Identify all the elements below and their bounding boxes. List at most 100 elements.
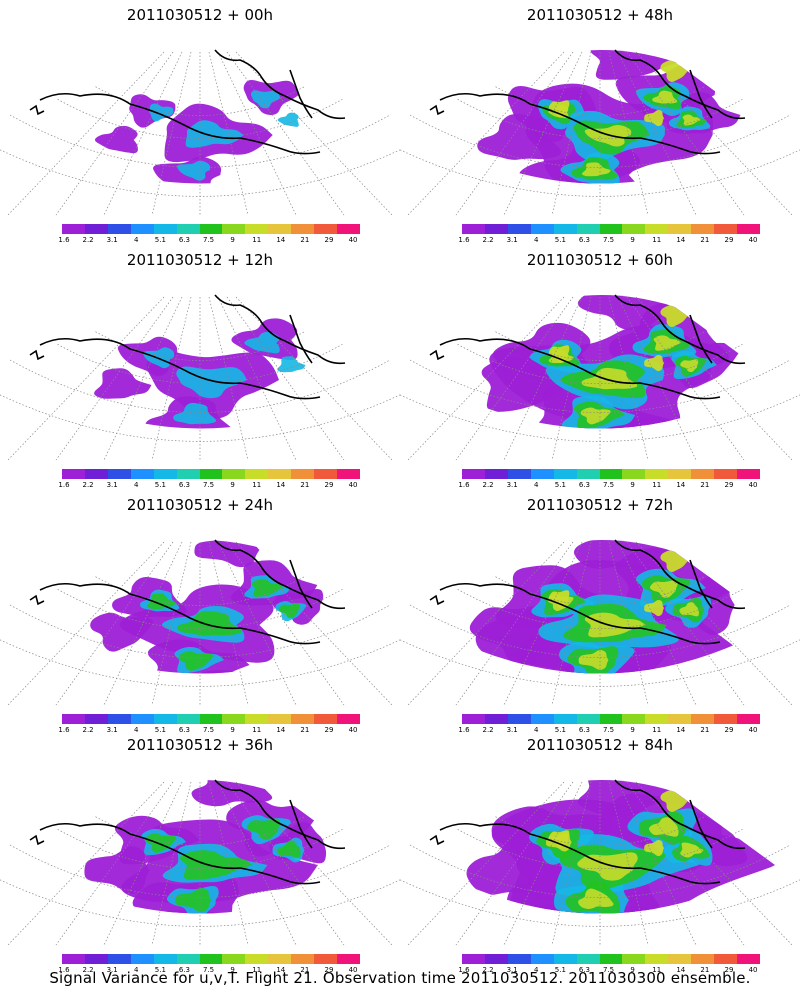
colorbar-tick-label: 40 bbox=[348, 726, 358, 734]
variance-core bbox=[173, 402, 217, 425]
colorbar-swatch bbox=[199, 714, 223, 724]
colorbar-swatch bbox=[84, 954, 108, 964]
colorbar-tick-label: 29 bbox=[324, 966, 334, 974]
colorbar-swatch bbox=[484, 469, 508, 479]
colorbar-swatch bbox=[337, 224, 360, 234]
colorbar-tick-label: 7.5 bbox=[602, 726, 615, 734]
colorbar-tick-label: 29 bbox=[724, 236, 734, 244]
polar-map bbox=[0, 49, 400, 216]
colorbar-tick-label: 5.1 bbox=[554, 726, 566, 734]
colorbar-tick-label: 1.6 bbox=[458, 966, 470, 974]
variance-core bbox=[277, 356, 306, 373]
colorbar bbox=[462, 469, 760, 479]
colorbar-swatch bbox=[737, 954, 760, 964]
variance-field bbox=[477, 50, 741, 184]
colorbar-tick-label: 6.3 bbox=[178, 481, 191, 489]
colorbar-swatch bbox=[622, 224, 646, 234]
variance-region bbox=[477, 113, 562, 160]
variance-region bbox=[191, 780, 273, 807]
colorbar-swatch bbox=[576, 714, 600, 724]
colorbar-tick-label: 3.1 bbox=[106, 481, 118, 489]
colorbar-labels: 1.6 2.2 3.1 4 5.1 6.3 7.5 9 11 14 21 29 40 bbox=[458, 966, 760, 976]
colorbar-swatch bbox=[645, 224, 669, 234]
variance-region bbox=[84, 846, 150, 894]
colorbar-swatch bbox=[222, 224, 246, 234]
colorbar bbox=[462, 954, 760, 964]
colorbar-swatch bbox=[130, 714, 154, 724]
colorbar-swatch bbox=[199, 224, 223, 234]
colorbar-swatch bbox=[337, 714, 360, 724]
variance-region bbox=[481, 358, 575, 412]
colorbar-tick-label: 7.5 bbox=[202, 726, 215, 734]
colorbar-swatch bbox=[668, 714, 692, 724]
colorbar-tick-label: 6.3 bbox=[178, 726, 191, 734]
colorbar-swatch bbox=[691, 954, 715, 964]
colorbar-labels: 1.6 2.2 3.1 4 5.1 6.3 7.5 9 11 14 21 29 40 bbox=[58, 481, 360, 491]
colorbar-tick-label: 40 bbox=[748, 726, 758, 734]
colorbar-swatch bbox=[153, 714, 177, 724]
variance-region bbox=[512, 904, 743, 914]
colorbar-swatch bbox=[507, 224, 531, 234]
colorbar-tick-label: 6.3 bbox=[578, 236, 591, 244]
variance-field bbox=[469, 540, 747, 674]
colorbar-swatch bbox=[645, 954, 669, 964]
polar-map bbox=[0, 294, 400, 461]
colorbar-swatch bbox=[176, 714, 200, 724]
colorbar-tick-label: 3.1 bbox=[506, 236, 518, 244]
colorbar-tick-label: 21 bbox=[300, 481, 310, 489]
panel-title: 2011030512 + 84h bbox=[526, 736, 674, 754]
variance-peak bbox=[548, 345, 570, 363]
colorbar-tick-label: 11 bbox=[252, 726, 262, 734]
colorbar-tick-label: 21 bbox=[700, 481, 710, 489]
colorbar-swatch bbox=[107, 224, 131, 234]
variance-core bbox=[246, 818, 281, 840]
variance-core bbox=[176, 160, 211, 181]
graticule bbox=[400, 296, 800, 461]
colorbar-swatch bbox=[130, 954, 154, 964]
colorbar bbox=[462, 714, 760, 724]
colorbar-swatch bbox=[84, 469, 108, 479]
colorbar-tick-label: 14 bbox=[276, 236, 286, 244]
coastline bbox=[429, 539, 746, 645]
map-panel: 2011030512 + 60h 1.6 2.2 3.1 4 5.1 6.3 7.5 9 11 14… bbox=[400, 245, 800, 490]
colorbar-tick-label: 5.1 bbox=[554, 236, 566, 244]
colorbar-swatch bbox=[107, 714, 131, 724]
colorbar-swatch bbox=[622, 469, 646, 479]
variance-core bbox=[277, 112, 299, 127]
variance-core bbox=[649, 580, 678, 598]
colorbar-swatch bbox=[62, 469, 85, 479]
colorbar-tick-label: 14 bbox=[276, 966, 286, 974]
colorbar-swatch bbox=[314, 469, 338, 479]
colorbar-swatch bbox=[714, 954, 738, 964]
polar-map bbox=[0, 779, 400, 946]
variance-peak bbox=[644, 839, 664, 857]
colorbar-tick-label: 4 bbox=[534, 481, 539, 489]
colorbar-tick-label: 21 bbox=[700, 966, 710, 974]
panel-title: 2011030512 + 36h bbox=[126, 736, 274, 754]
variance-region bbox=[466, 832, 566, 901]
variance-region bbox=[194, 540, 260, 568]
colorbar-tick-label: 21 bbox=[300, 236, 310, 244]
panel-title: 2011030512 + 12h bbox=[126, 251, 274, 269]
colorbar-tick-label: 29 bbox=[724, 726, 734, 734]
colorbar-tick-label: 4 bbox=[134, 236, 139, 244]
colorbar-tick-label: 1.6 bbox=[458, 726, 470, 734]
variance-peak bbox=[644, 354, 664, 372]
polar-map bbox=[400, 539, 800, 706]
colorbar-labels: 1.6 2.2 3.1 4 5.1 6.3 7.5 9 11 14 21 29 40 bbox=[58, 966, 360, 976]
colorbar-swatch bbox=[691, 714, 715, 724]
panel-title: 2011030512 + 24h bbox=[126, 496, 274, 514]
variance-core bbox=[177, 611, 242, 636]
colorbar-swatch bbox=[62, 954, 85, 964]
colorbar-swatch bbox=[737, 224, 760, 234]
colorbar-swatch bbox=[484, 954, 508, 964]
polar-map bbox=[0, 539, 400, 706]
variance-core bbox=[179, 850, 253, 880]
colorbar bbox=[62, 469, 360, 479]
variance-field bbox=[90, 540, 324, 674]
colorbar-swatch bbox=[553, 954, 577, 964]
colorbar-swatch bbox=[245, 469, 269, 479]
colorbar-tick-label: 29 bbox=[324, 726, 334, 734]
colorbar-swatch bbox=[462, 714, 485, 724]
colorbar-tick-label: 3.1 bbox=[506, 726, 518, 734]
